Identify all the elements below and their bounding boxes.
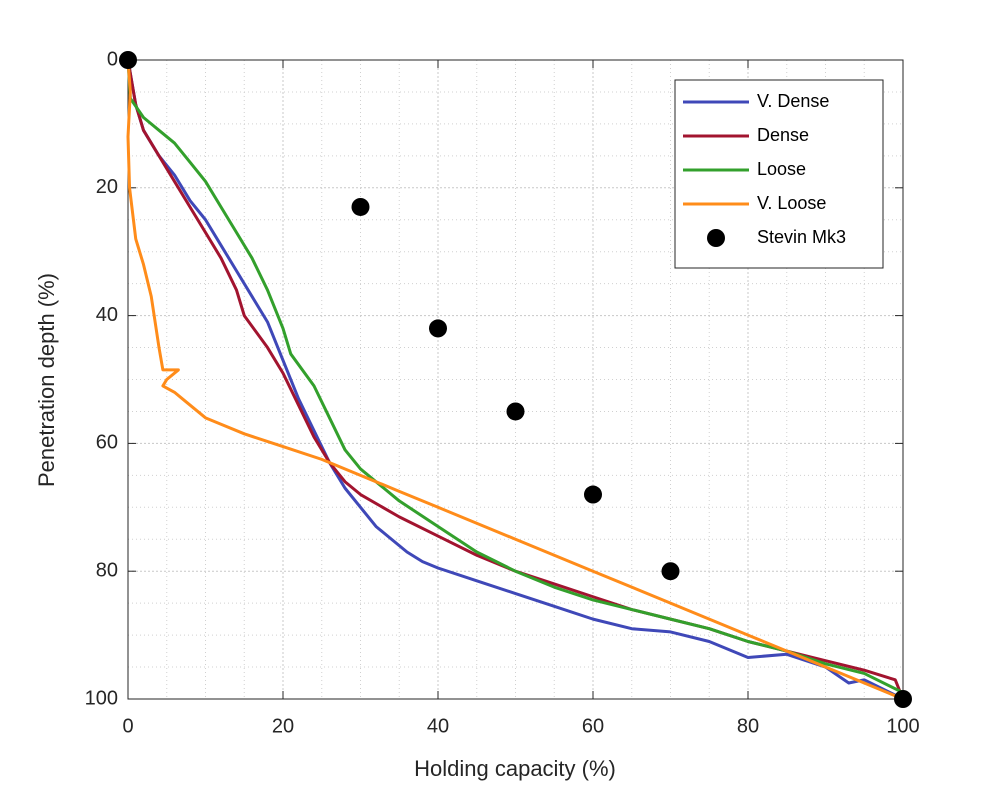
marker bbox=[661, 562, 680, 581]
legend-label: V. Loose bbox=[757, 193, 826, 213]
x-tick-label: 0 bbox=[122, 715, 133, 737]
marker bbox=[429, 319, 447, 338]
legend-label: V. Dense bbox=[757, 91, 829, 111]
series-line bbox=[126, 59, 904, 694]
legend-marker bbox=[707, 229, 725, 247]
marker bbox=[894, 690, 912, 708]
y-tick-label: 100 bbox=[85, 687, 118, 709]
series-line bbox=[126, 59, 904, 701]
y-tick-label: 60 bbox=[96, 432, 118, 454]
legend-label: Loose bbox=[757, 159, 806, 179]
marker bbox=[119, 51, 137, 69]
x-tick-label: 100 bbox=[886, 715, 919, 737]
x-tick-label: 40 bbox=[427, 715, 449, 737]
y-tick-label: 40 bbox=[96, 304, 118, 326]
x-axis-label: Holding capacity (%) bbox=[414, 756, 616, 781]
x-tick-label: 60 bbox=[582, 715, 604, 737]
series-line bbox=[126, 59, 904, 701]
marker bbox=[584, 485, 602, 504]
y-tick-label: 20 bbox=[96, 176, 118, 198]
legend-label: Dense bbox=[757, 125, 809, 145]
y-axis-label: Penetration depth (%) bbox=[34, 273, 59, 487]
y-tick-label: 80 bbox=[96, 559, 118, 581]
plot-frame bbox=[127, 59, 904, 700]
y-tick-label: 0 bbox=[107, 48, 118, 70]
x-tick-label: 80 bbox=[737, 715, 759, 737]
marker bbox=[351, 197, 370, 216]
x-tick-label: 20 bbox=[272, 715, 294, 737]
legend-label: Stevin Mk3 bbox=[757, 227, 846, 247]
marker bbox=[506, 402, 525, 421]
legend-box bbox=[674, 79, 884, 269]
